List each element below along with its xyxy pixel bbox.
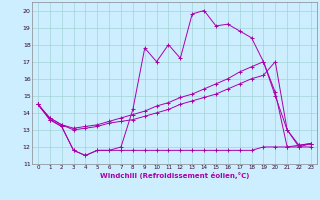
X-axis label: Windchill (Refroidissement éolien,°C): Windchill (Refroidissement éolien,°C)	[100, 172, 249, 179]
